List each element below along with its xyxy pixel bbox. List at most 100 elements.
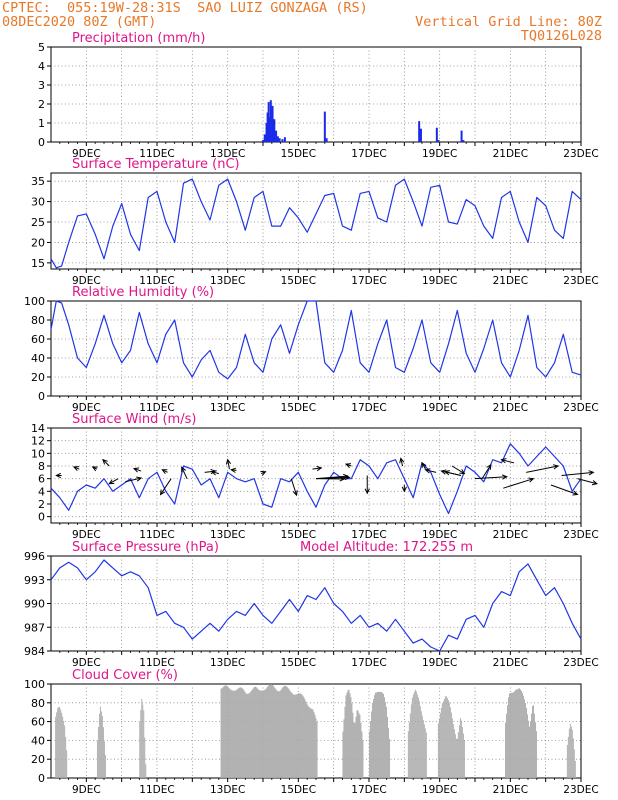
wind-vector	[503, 478, 534, 489]
wind-ytick-label: 12	[31, 435, 45, 448]
cloud-bar	[408, 722, 410, 778]
cloud-bar	[313, 712, 315, 778]
cloud-bar	[264, 689, 266, 778]
pressure-xtick-label: 11DEC	[139, 657, 174, 669]
cloud-bar	[251, 689, 253, 778]
wind-ytick-label: 10	[31, 447, 45, 460]
cloud-bar	[372, 702, 373, 778]
cloud-bar	[444, 696, 446, 778]
cloud-bar	[315, 718, 317, 778]
cloud-bar	[142, 704, 144, 778]
precip-bar	[278, 138, 281, 142]
cloud-bar	[521, 690, 522, 778]
cloud-bar	[235, 690, 237, 778]
wind-vector-head	[161, 469, 168, 475]
cloud-bar	[516, 689, 517, 778]
cloud-bar	[247, 693, 249, 778]
cloud-bar	[257, 689, 259, 778]
cloud-bar	[385, 701, 386, 778]
temp-ytick-label: 35	[31, 175, 45, 188]
cloud-bar	[265, 688, 267, 778]
cloud-bar	[412, 694, 414, 778]
wind-vectors	[55, 457, 599, 497]
rh-xtick-label: 9DEC	[72, 402, 101, 414]
cloud-bar	[56, 712, 58, 778]
wind-vector-head	[181, 466, 186, 473]
cloud-bar	[295, 694, 297, 778]
precip-ytick-label: 3	[38, 79, 45, 92]
wind-vector-head	[528, 477, 535, 483]
temp-ytick-label: 30	[31, 196, 45, 209]
cloud-bar	[531, 713, 532, 778]
wind-vector	[526, 465, 559, 473]
cloud-bar	[59, 706, 61, 778]
precip-title: Precipitation (mm/h)	[72, 31, 205, 46]
cloud-bar	[103, 741, 105, 778]
wind-vector-head	[401, 486, 407, 493]
precip-ytick-label: 0	[38, 136, 45, 149]
cloud-bar	[349, 693, 351, 778]
wind-vector	[133, 468, 142, 472]
rh-xtick-label: 17DEC	[351, 402, 386, 414]
cloud-bar	[566, 744, 568, 778]
precip-xtick-label: 21DEC	[493, 148, 528, 160]
cloud-bar	[293, 694, 295, 778]
cloud-bar	[245, 693, 247, 778]
cloud-bar	[512, 692, 513, 778]
cloud-bar	[342, 731, 344, 778]
cloud-bar	[520, 689, 521, 778]
cloud-bar	[382, 692, 383, 778]
rh-ytick-label: 80	[31, 314, 45, 327]
cloud-bar	[243, 690, 245, 778]
wind-vector-head	[588, 470, 595, 476]
cloud-bar	[421, 715, 423, 778]
cloud-bar	[450, 712, 452, 778]
cloud-ytick-label: 80	[31, 697, 45, 710]
cloud-bar	[65, 737, 67, 778]
cloud-bar	[99, 706, 101, 778]
cloud-bar	[534, 713, 535, 778]
cloud-bar	[61, 712, 63, 778]
cloud-bar	[62, 716, 64, 778]
pressure-annotation: Model Altitude: 172.255 m	[300, 540, 473, 555]
wind-vector	[481, 464, 492, 479]
cloud-bar	[97, 726, 99, 778]
cloud-bar	[446, 698, 448, 778]
cloud-bar	[253, 687, 255, 778]
cloud-bar	[287, 687, 289, 778]
cloud-bar	[387, 716, 388, 778]
wind-vector-head	[132, 467, 140, 473]
cloud-bar	[250, 691, 252, 778]
cloud-bar	[513, 692, 514, 778]
cloud-bar	[145, 764, 147, 778]
wind-vector	[474, 476, 507, 480]
cloud-bar	[443, 699, 445, 778]
cloud-bar	[352, 712, 354, 778]
wind-vector-head	[292, 490, 298, 497]
cloud-bar	[419, 706, 421, 778]
cloud-bar	[256, 687, 258, 778]
cloud-bar	[518, 688, 519, 778]
cloud-bar	[252, 688, 254, 778]
wind-vector	[421, 462, 426, 470]
cloud-bar	[510, 693, 511, 778]
cloud-bar	[437, 723, 439, 778]
cloud-bar	[246, 693, 248, 778]
cloud-bar	[141, 698, 143, 778]
cloud-bar	[572, 738, 574, 778]
precip-bar	[281, 139, 284, 142]
panel-precip: 0 1 2 3 4 5 9DEC 11DEC 13DEC 15DEC 17DEC 19DEC 21DEC…	[38, 31, 599, 160]
cloud-bar	[266, 687, 268, 778]
precip-bar	[262, 140, 264, 142]
cloud-bar	[452, 724, 454, 778]
cloud-xtick-label: 9DEC	[72, 784, 101, 796]
precip-ytick-label: 4	[38, 60, 45, 73]
cloud-bar	[411, 697, 413, 778]
cloud-bar	[509, 693, 510, 778]
cloud-bar	[451, 718, 453, 778]
cloud-bar	[267, 686, 269, 778]
cloud-bar	[462, 733, 464, 778]
wind-vector-head	[440, 469, 447, 475]
cloud-bar	[384, 697, 385, 778]
